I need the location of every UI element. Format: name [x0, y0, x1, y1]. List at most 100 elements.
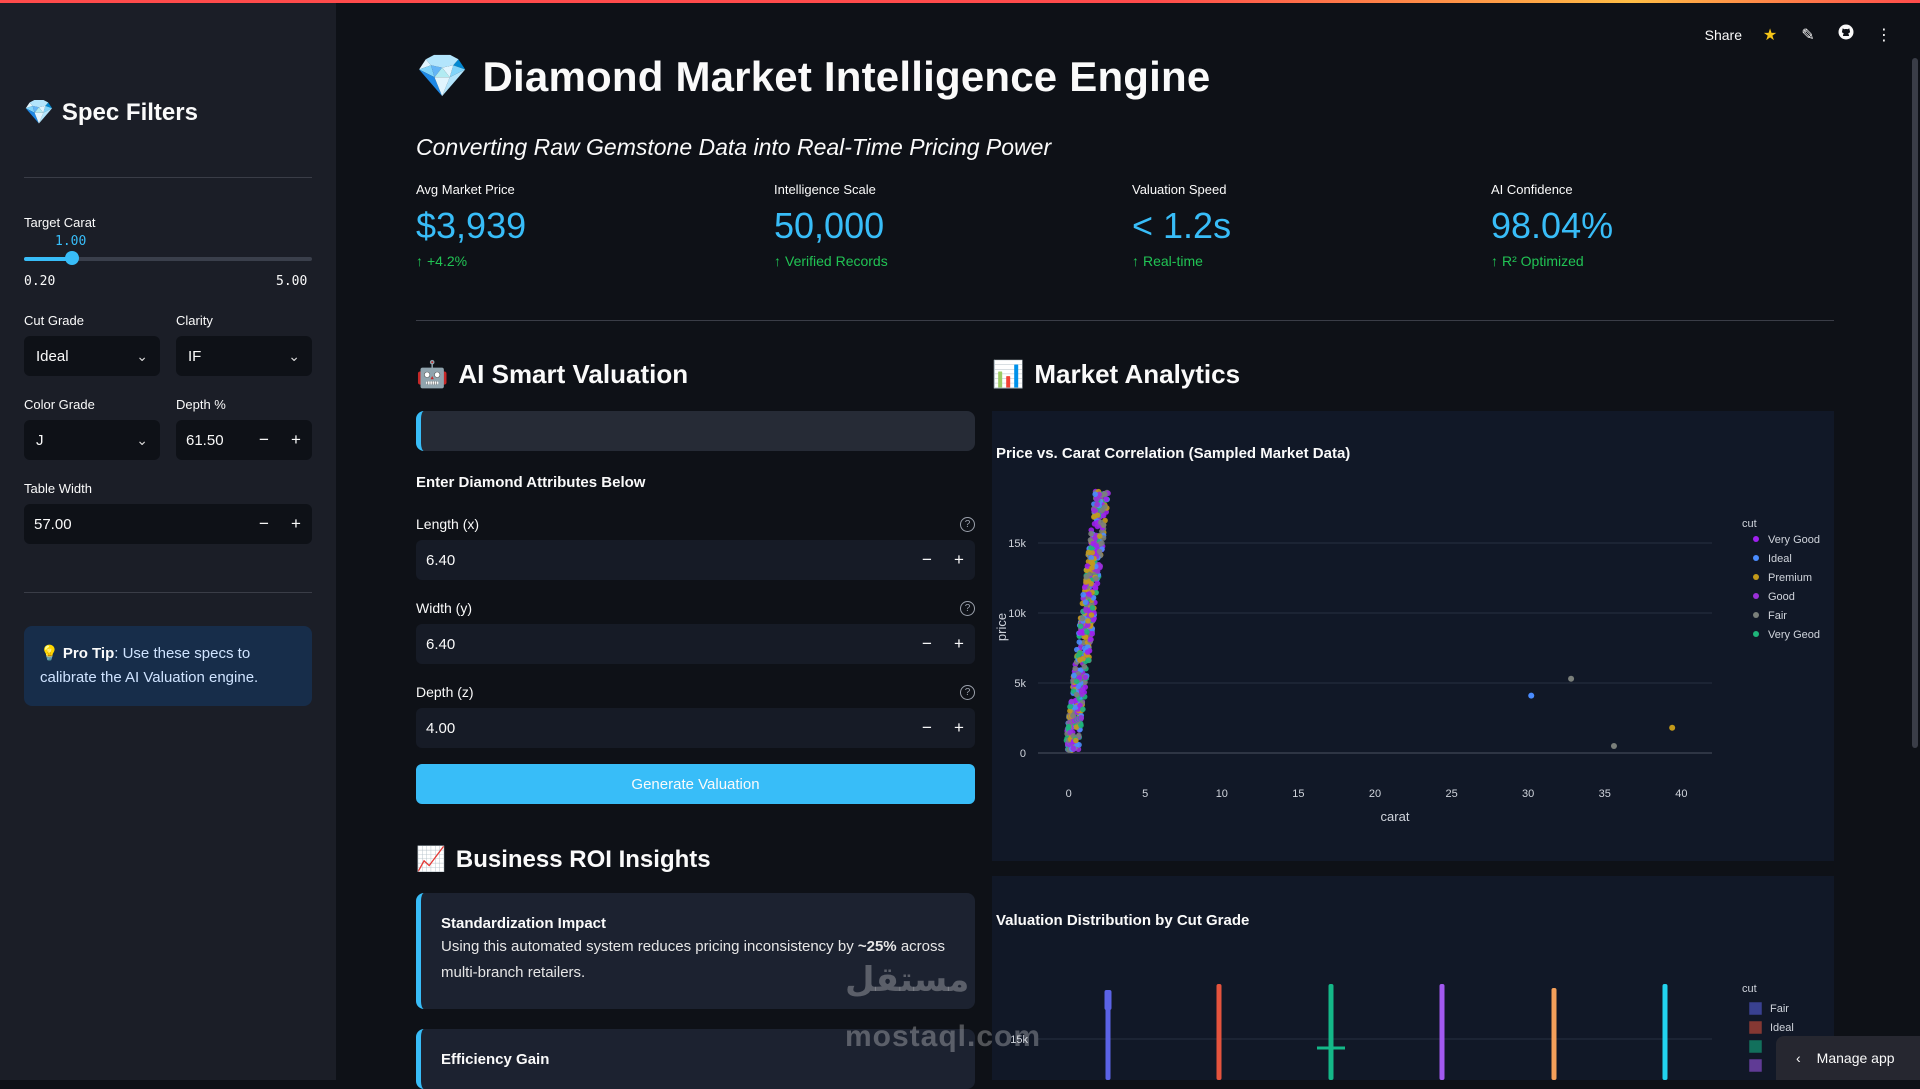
decrement-button[interactable]: −	[922, 718, 932, 737]
legend-marker	[1753, 555, 1759, 561]
metric-avg-price: Avg Market Price $3,939 ↑ +4.2%	[416, 182, 527, 269]
decrement-button[interactable]: −	[259, 430, 269, 449]
x-tick-label: 40	[1675, 788, 1687, 800]
help-icon[interactable]: ?	[960, 601, 975, 616]
legend-marker	[1749, 1021, 1762, 1034]
metric-ai-confidence: AI Confidence 98.04% ↑ R² Optimized	[1491, 182, 1614, 269]
length-input[interactable]: 6.40 − +	[416, 540, 975, 580]
data-point	[1078, 715, 1085, 721]
depth-input[interactable]: 61.50 − +	[176, 420, 312, 460]
table-label: Table Width	[24, 481, 92, 496]
clarity-label: Clarity	[176, 313, 213, 328]
main-scrollbar[interactable]	[1912, 58, 1918, 748]
legend-entry: Very Geod	[1768, 629, 1820, 641]
manage-app-button[interactable]: ‹ Manage app	[1776, 1036, 1920, 1080]
data-point	[1071, 672, 1077, 679]
x-tick-label: 25	[1445, 788, 1457, 800]
data-point	[1079, 615, 1086, 622]
data-point	[1098, 519, 1104, 526]
data-point	[1073, 678, 1080, 685]
top-accent-bar	[0, 0, 1920, 3]
gem-icon: 💎	[24, 99, 54, 126]
data-point	[1084, 563, 1091, 569]
chevron-down-icon: ⌄	[136, 431, 148, 448]
legend-marker	[1749, 1040, 1762, 1053]
arrow-up-icon: ↑	[1491, 253, 1498, 269]
data-point	[1093, 589, 1099, 596]
width-input[interactable]: 6.40 − +	[416, 624, 975, 664]
chart-increasing-icon: 📈	[416, 846, 446, 873]
github-icon[interactable]	[1836, 24, 1856, 45]
box-outlier	[1104, 990, 1112, 1010]
valuation-heading: 🤖 AI Smart Valuation	[416, 359, 689, 389]
carat-slider-thumb[interactable]	[65, 251, 80, 265]
metric-intelligence-scale: Intelligence Scale 50,000 ↑ Verified Reco…	[774, 182, 888, 269]
legend-marker	[1753, 574, 1759, 580]
bar-chart-icon: 📊	[992, 359, 1025, 389]
generate-valuation-button[interactable]: Generate Valuation	[416, 764, 975, 804]
cut-select[interactable]: Ideal ⌄	[24, 336, 160, 376]
data-point	[1085, 657, 1092, 663]
data-point	[1080, 706, 1086, 713]
increment-button[interactable]: +	[954, 550, 964, 569]
data-point	[1085, 549, 1092, 556]
arrow-up-icon: ↑	[1132, 253, 1139, 269]
color-select[interactable]: J ⌄	[24, 420, 160, 460]
data-point	[1099, 507, 1105, 514]
data-point	[1089, 564, 1095, 571]
x-tick-label: 15	[1292, 788, 1304, 800]
outlier-point	[1568, 675, 1575, 682]
scatter-chart[interactable]: 0 5k 10k 15k 0 5 10 15 20 25 30 35 40 carat price cut Ve…	[992, 411, 1834, 861]
increment-button[interactable]: +	[954, 634, 964, 653]
clarity-select[interactable]: IF ⌄	[176, 336, 312, 376]
x-tick-label: 20	[1369, 788, 1381, 800]
pro-tip-box: 💡 Pro Tip: Use these specs to calibrate …	[24, 626, 312, 706]
decrement-button[interactable]: −	[259, 514, 269, 533]
carat-slider-track[interactable]	[24, 257, 312, 261]
roi-card-standardization: Standardization Impact Using this automa…	[416, 893, 975, 1009]
roi-card-efficiency: Efficiency Gain	[416, 1029, 975, 1089]
data-point	[1087, 636, 1093, 643]
data-point	[1102, 517, 1108, 524]
depth-z-input[interactable]: 4.00 − +	[416, 708, 975, 748]
box-whisker	[1216, 984, 1222, 1080]
more-menu-icon[interactable]: ⋮	[1876, 26, 1892, 44]
data-point	[1092, 491, 1099, 498]
star-icon[interactable]: ★	[1762, 26, 1778, 44]
chevron-down-icon: ⌄	[136, 347, 148, 364]
help-icon[interactable]: ?	[960, 517, 975, 532]
width-label: Width (y)	[416, 600, 472, 616]
share-button[interactable]: Share	[1704, 26, 1742, 43]
legend-entry: Good	[1768, 591, 1795, 603]
table-input[interactable]: 57.00 − +	[24, 504, 312, 544]
data-point	[1094, 501, 1100, 508]
data-point	[1077, 650, 1083, 657]
decrement-button[interactable]: −	[922, 550, 932, 569]
divider	[416, 320, 1834, 321]
data-point	[1088, 559, 1094, 566]
decrement-button[interactable]: −	[922, 634, 932, 653]
increment-button[interactable]: +	[954, 718, 964, 737]
y-tick-label: 5k	[1014, 678, 1026, 690]
legend-marker	[1749, 1059, 1762, 1072]
x-tick-label: 10	[1216, 788, 1228, 800]
carat-value: 1.00	[55, 234, 87, 249]
outlier-point	[1610, 743, 1617, 749]
increment-button[interactable]: +	[291, 514, 301, 533]
data-point	[1099, 540, 1105, 546]
box-chart[interactable]: 15k cut Fair Ideal	[992, 876, 1834, 1080]
data-point	[1089, 630, 1096, 637]
data-point	[1094, 512, 1101, 518]
page-title: 💎 Diamond Market Intelligence Engine	[416, 52, 1211, 100]
outlier-point	[1669, 724, 1676, 731]
data-point	[1096, 491, 1103, 498]
data-point	[1089, 605, 1096, 611]
increment-button[interactable]: +	[291, 430, 301, 449]
data-point	[1083, 574, 1090, 580]
data-point	[1082, 634, 1089, 641]
data-point	[1081, 663, 1088, 670]
pencil-icon[interactable]: ✎	[1801, 26, 1815, 44]
data-point	[1076, 742, 1082, 748]
help-icon[interactable]: ?	[960, 685, 975, 700]
data-point	[1082, 599, 1089, 605]
